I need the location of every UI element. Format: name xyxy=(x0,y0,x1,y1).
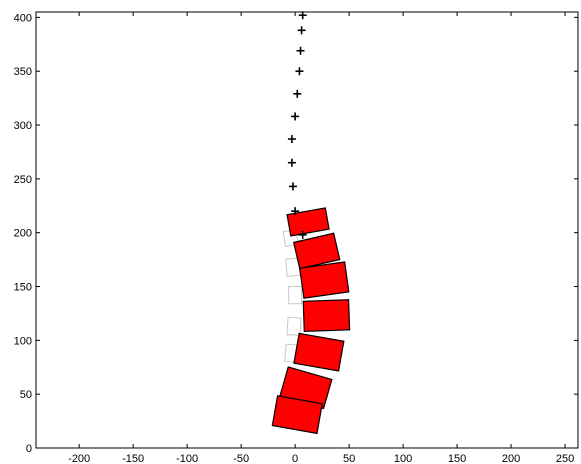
x-tick-label-7: 150 xyxy=(448,453,466,464)
plus-marker-3 xyxy=(295,67,304,76)
vertebra-box-2 xyxy=(299,261,350,299)
x-tick-label-1: -150 xyxy=(122,453,144,464)
plus-marker-7 xyxy=(287,158,296,167)
ghost-vertebrae-group xyxy=(282,228,303,363)
ghost-vertebra-3 xyxy=(286,316,302,336)
plus-marker-5 xyxy=(291,112,300,121)
plus-marker-9 xyxy=(291,207,300,216)
plus-marker-4 xyxy=(293,89,302,98)
vertebra-box-4 xyxy=(293,332,345,372)
y-tick-label-2: 100 xyxy=(14,335,32,347)
y-tick-label-5: 250 xyxy=(14,174,32,186)
vertebrae-group xyxy=(271,207,351,435)
x-tick-label-9: 250 xyxy=(556,453,574,464)
x-tick-label-2: -100 xyxy=(176,453,198,464)
markers-group xyxy=(287,11,307,239)
y-tick-label-3: 150 xyxy=(14,282,32,294)
y-tick-label-4: 200 xyxy=(14,228,32,240)
y-tick-label-7: 350 xyxy=(14,66,32,78)
vertebra-box-3 xyxy=(302,299,351,333)
x-tick-label-3: -50 xyxy=(233,453,249,464)
plus-marker-0 xyxy=(298,11,307,20)
axes-frame xyxy=(35,11,579,449)
vertebra-box-6 xyxy=(271,395,323,435)
y-tick-label-0: 0 xyxy=(26,443,32,455)
x-tick-label-6: 100 xyxy=(394,453,412,464)
y-tick-label-1: 50 xyxy=(20,389,32,401)
y-axis-ticks: 0 50 100 150 200 250 300 350 400 xyxy=(14,12,578,455)
x-tick-label-8: 200 xyxy=(502,453,520,464)
vertebra-box-1 xyxy=(292,232,341,270)
vertebra-box-0 xyxy=(286,207,330,237)
x-tick-label-4: 0 xyxy=(292,453,298,464)
x-tick-label-5: 50 xyxy=(343,453,355,464)
plus-marker-2 xyxy=(296,46,305,55)
plus-marker-6 xyxy=(287,135,296,144)
plus-marker-10 xyxy=(298,230,307,239)
y-tick-label-6: 300 xyxy=(14,120,32,132)
x-axis-ticks: -200 -150 -100 -50 0 50 100 150 200 250 xyxy=(68,12,574,464)
plus-marker-8 xyxy=(288,182,297,191)
plus-marker-1 xyxy=(297,26,306,35)
ghost-vertebra-2 xyxy=(288,286,303,305)
x-tick-label-0: -200 xyxy=(68,453,90,464)
y-tick-label-8: 400 xyxy=(14,12,32,24)
